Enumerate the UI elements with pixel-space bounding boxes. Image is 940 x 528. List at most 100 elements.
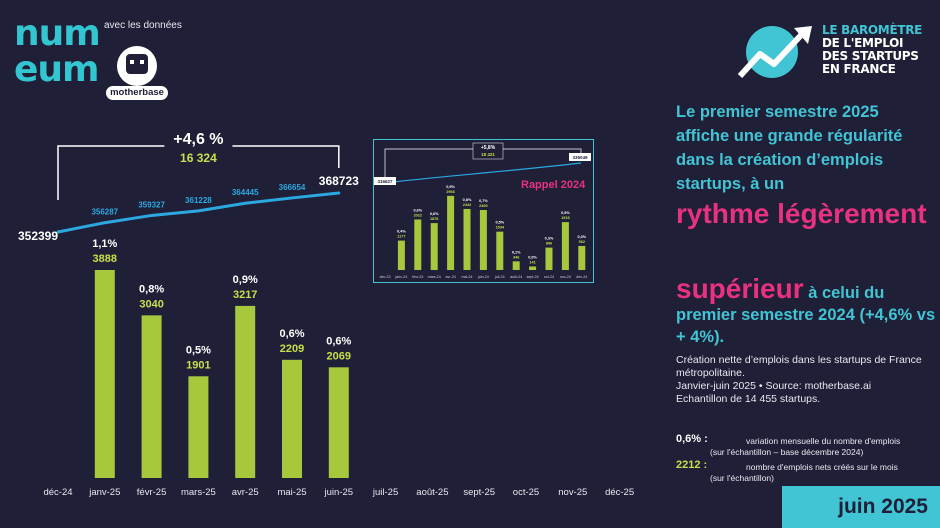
inset-bar-pct-label: 0,3% (577, 235, 586, 239)
inset-x-tick-label: oct-24 (544, 275, 554, 279)
inset-bar (479, 210, 487, 270)
summary-bg (164, 126, 233, 166)
inset-bar-pct-label: 0,8% (463, 198, 472, 202)
trend-arrow-icon (737, 26, 812, 79)
line-value-label: 368723 (319, 174, 359, 188)
bar-pct-label: 0,6% (279, 328, 304, 340)
inset-bar-pct-label: 0,3% (545, 237, 554, 241)
x-tick-label: juin-25 (324, 487, 354, 498)
inset-bar-value-label: 141 (529, 260, 535, 264)
summary-value: 16 324 (180, 151, 217, 165)
inset-bar-pct-label: 0,9% (446, 185, 455, 189)
line-value-label: 352399 (18, 229, 58, 243)
bar-pct-label: 0,8% (139, 283, 164, 295)
inset-bar (529, 266, 537, 270)
bar (235, 305, 256, 478)
note-line: Janvier-juin 2025 • Source: motherbase.a… (676, 380, 872, 392)
x-tick-label: juil-25 (372, 487, 398, 498)
inset-bar-value-label: 2966 (446, 190, 454, 194)
source-note: Création nette d’emplois dans les startu… (676, 354, 936, 406)
logo-line-2: eum (14, 49, 100, 90)
inset-bar-value-label: 1876 (430, 217, 438, 221)
inset-end-bg (569, 153, 591, 161)
bar-value-label: 3888 (93, 253, 117, 265)
legend-desc-line: nombre d'emplois nets créés sur le mois (746, 462, 898, 472)
headline-tail-text: à celui du premier semestre 2024 (+4,6% … (676, 284, 936, 346)
inset-bar-pct-label: 0,1% (512, 250, 521, 254)
employment-line (56, 191, 341, 234)
bar-value-label: 3040 (139, 298, 163, 310)
inset-bar-value-label: 896 (546, 242, 552, 246)
legend-desc-line: (sur l'échantillon) (710, 473, 774, 483)
bar-pct-label: 0,9% (233, 274, 258, 286)
inset-bar-value-label: 1915 (561, 216, 569, 220)
main-chart: 352399 356287 359327 361228 364445 366654 3687… (17, 126, 635, 498)
bar (328, 367, 349, 478)
x-tick-label: août-25 (416, 487, 448, 498)
inset-x-tick-label: avr-24 (446, 275, 456, 279)
x-tick-label: mai-25 (277, 487, 306, 498)
legend-desc-line: (sur l'échantillon – base décembre 2024) (710, 447, 864, 457)
x-tick-label: oct-25 (513, 487, 539, 498)
numeum-logo: num eum (14, 13, 101, 90)
inset-x-tick-label: sept-24 (527, 275, 539, 279)
headline-tail: supérieur à celui du premier semestre 20… (676, 275, 936, 348)
legend-desc: nombre d'emplois nets créés sur le mois … (710, 462, 936, 484)
inset-bar (496, 231, 504, 270)
inset-bar-value-label: 2442 (463, 203, 471, 207)
inset-summary-pct: +5,8% (481, 145, 496, 151)
highlight-text-2: supérieur (676, 273, 804, 304)
inset-bar-value-label: 1534 (496, 226, 505, 230)
bar (282, 359, 302, 478)
line-value-label: 364445 (232, 188, 259, 197)
inset-frame (373, 139, 594, 283)
inset-bar (430, 223, 438, 270)
summary-pct: +4,6 % (173, 131, 223, 148)
badge-line: LE BAROMÈTRE (822, 23, 923, 37)
inset-summary-value: 18 421 (481, 152, 495, 157)
inset-x-tick-label: déc-23 (380, 275, 391, 279)
logo-line-1: num (14, 13, 101, 54)
x-tick-label: avr-25 (232, 487, 259, 498)
inset-bar-pct-label: 0,0% (528, 255, 537, 259)
inset-bar-value-label: 962 (579, 240, 585, 244)
badge-line: EN FRANCE (822, 62, 896, 76)
inset-bar-pct-label: 0,6% (430, 212, 439, 216)
period-footer: juin 2025 (782, 486, 940, 528)
line-value-label: 359327 (138, 200, 165, 209)
legend-row: 0,6% : variation mensuelle du nombre d'e… (676, 434, 936, 460)
bar-value-label: 2069 (327, 350, 351, 362)
inset-bar (578, 245, 586, 270)
legend-key-pct: 0,6% : (676, 433, 708, 445)
inset-bar (463, 208, 471, 270)
inset-x-tick-label: juin-24 (477, 275, 489, 279)
x-tick-label: déc-24 (43, 487, 72, 498)
badge-line: DES STARTUPS (822, 49, 919, 63)
inset-bar-pct-label: 0,6% (413, 208, 422, 212)
note-line: Création nette d’emplois dans les startu… (676, 354, 922, 379)
inset-start-bg (374, 177, 396, 185)
x-tick-label: mars-25 (181, 487, 216, 498)
inset-bar (512, 261, 520, 270)
x-tick-label: févr-25 (137, 487, 167, 498)
inset-bar (561, 222, 569, 270)
inset-bar-value-label: 2022 (414, 213, 422, 217)
legend-key-count: 2212 : (676, 459, 708, 471)
x-tick-label: déc-25 (605, 487, 634, 498)
bar-value-label: 2209 (280, 343, 304, 355)
inset-bar-pct-label: 0,5% (495, 221, 504, 225)
inset-employment-line (384, 162, 582, 184)
bar-pct-label: 1,1% (92, 238, 117, 250)
inset-title: Rappel 2024 (521, 179, 586, 191)
bar-value-label: 3217 (233, 289, 257, 301)
line-value-label: 356287 (91, 208, 118, 217)
inset-bar-value-label: 1177 (397, 235, 405, 239)
bar-pct-label: 0,5% (186, 344, 211, 356)
headline: Le premier semestre 2025 affiche une gra… (676, 103, 903, 193)
inset-x-tick-label: août-24 (510, 275, 522, 279)
inset-bar-value-label: 2400 (479, 204, 487, 208)
x-tick-label: nov-25 (558, 487, 587, 498)
legend-desc: variation mensuelle du nombre d'emplois … (710, 436, 936, 458)
bar (141, 315, 162, 478)
badge-line: DE L'EMPLOI (822, 36, 904, 50)
